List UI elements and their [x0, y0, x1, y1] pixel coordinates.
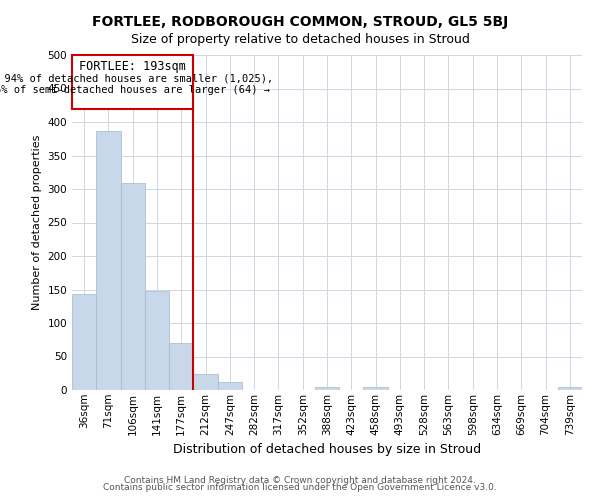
Bar [96, 132, 121, 390]
X-axis label: Distribution of detached houses by size in Stroud: Distribution of detached houses by size … [173, 443, 481, 456]
Bar [169, 343, 193, 390]
Text: ← 94% of detached houses are smaller (1,025),: ← 94% of detached houses are smaller (1,… [0, 73, 274, 83]
Text: Contains public sector information licensed under the Open Government Licence v3: Contains public sector information licen… [103, 484, 497, 492]
Text: FORTLEE: 193sqm: FORTLEE: 193sqm [79, 60, 186, 74]
Bar [193, 374, 218, 390]
Y-axis label: Number of detached properties: Number of detached properties [32, 135, 42, 310]
Bar [72, 294, 96, 390]
Text: 6% of semi-detached houses are larger (64) →: 6% of semi-detached houses are larger (6… [0, 85, 270, 95]
Text: Size of property relative to detached houses in Stroud: Size of property relative to detached ho… [131, 32, 469, 46]
Bar [218, 382, 242, 390]
Bar [315, 386, 339, 390]
Bar [121, 183, 145, 390]
Bar [72, 55, 193, 108]
Bar [145, 291, 169, 390]
Text: Contains HM Land Registry data © Crown copyright and database right 2024.: Contains HM Land Registry data © Crown c… [124, 476, 476, 485]
Bar [364, 388, 388, 390]
Bar [558, 388, 582, 390]
Text: FORTLEE, RODBOROUGH COMMON, STROUD, GL5 5BJ: FORTLEE, RODBOROUGH COMMON, STROUD, GL5 … [92, 15, 508, 29]
